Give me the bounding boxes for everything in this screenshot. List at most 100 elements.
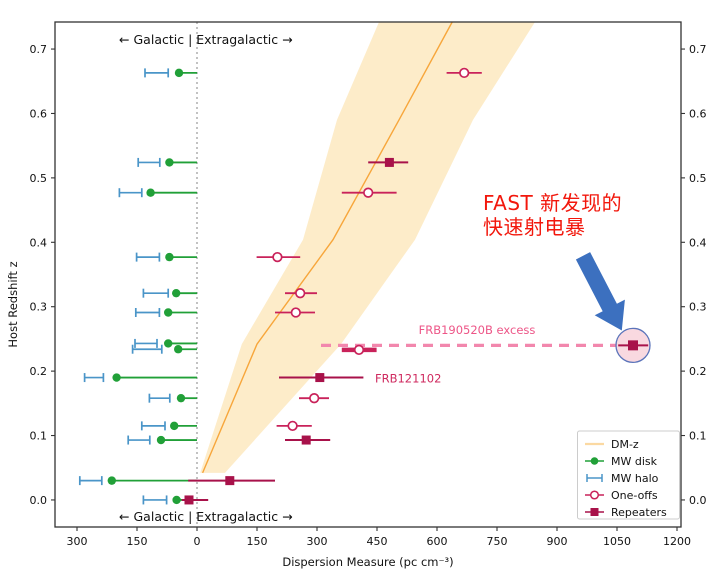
legend-label-repeater: Repeaters [611, 506, 667, 519]
mw-halo-bar [131, 344, 163, 354]
fast-callout-line1: FAST 新发现的 [483, 191, 623, 215]
frb190520b-point [618, 340, 649, 351]
y-tick-label-right: 0.3 [689, 301, 707, 314]
x-tick-label: 450 [367, 535, 388, 548]
mw-disk-point [164, 339, 197, 348]
legend: DM-z MW disk MW halo One-offs Repeaters [577, 430, 680, 520]
region-label: ← Galactic | Extragalactic → [119, 32, 293, 47]
y-tick-label-right: 0.4 [689, 236, 707, 249]
y-tick-label-left: 0.3 [30, 301, 48, 314]
y-tick-label-left: 0.6 [30, 107, 48, 120]
mw-halo-bar [83, 373, 105, 383]
mw-disk-point [172, 288, 197, 298]
region-labels: ← Galactic | Extragalactic → ← Galactic |… [119, 32, 293, 524]
legend-box [577, 430, 680, 520]
one-off-point [275, 307, 315, 318]
x-tick-label: 300 [307, 535, 328, 548]
mw-disk-point [164, 308, 197, 317]
plot-border [54, 21, 682, 528]
dm-z-relation-line [201, 21, 453, 474]
one-off-point [341, 187, 397, 198]
y-tick-label-left: 0.1 [30, 430, 48, 443]
repeater-point [181, 495, 209, 505]
x-tick-label: 600 [427, 535, 448, 548]
y-tick-label-left: 0.0 [30, 494, 48, 507]
mw-halo-bar [134, 338, 158, 348]
mw-halo-bar [137, 157, 161, 167]
mw-disk-point [176, 393, 197, 403]
one-off-point [341, 344, 377, 356]
y-tick-label-left: 0.5 [30, 172, 48, 185]
y-tick-label-right: 0.1 [689, 430, 707, 443]
mw-halo-bar [127, 435, 151, 445]
legend-item-repeater: Repeaters [585, 506, 667, 519]
mw-halo-bar [148, 393, 171, 403]
x-tick-label: 300 [67, 535, 88, 548]
callout-arrow-icon [575, 252, 625, 331]
x-tick-label: 1050 [603, 535, 631, 548]
dm-z-uncertainty-band [200, 22, 535, 473]
legend-label-oneoff: One-offs [611, 489, 658, 502]
legend-label-halo: MW halo [611, 472, 659, 485]
y-tick-label-left: 0.2 [30, 365, 48, 378]
mw-halo-series [78, 68, 171, 505]
x-axis-label: Dispersion Measure (pc cm⁻³) [282, 555, 453, 569]
frb-annotations: FRB190520B excess FRB121102 [321, 323, 617, 386]
mw-halo-bar [118, 188, 143, 198]
axes: 300 150 0 150 300 450 600 750 900 1050 1200 0.0 0.0 0… [6, 21, 707, 569]
region-label: ← Galactic | Extragalactic → [119, 509, 293, 524]
x-tick-label: 150 [127, 535, 148, 548]
y-tick-label-left: 0.7 [30, 43, 48, 56]
y-tick-label-right: 0.0 [689, 494, 707, 507]
one-off-point [446, 67, 482, 79]
repeater-point [368, 157, 409, 167]
y-tick-label-right: 0.2 [689, 365, 707, 378]
x-tick-label: 1200 [663, 535, 691, 548]
one-offs-series [256, 67, 482, 432]
frb121102-label: FRB121102 [375, 372, 441, 386]
dm-z-band [200, 21, 535, 474]
y-tick-label-right: 0.7 [689, 43, 707, 56]
mw-halo-bar [78, 476, 103, 486]
mw-disk-point [174, 345, 197, 354]
x-tick-label: 0 [194, 535, 201, 548]
mw-disk-point [174, 68, 197, 78]
mw-disk-point [170, 421, 197, 431]
fast-callout: FAST 新发现的 快速射电暴 [483, 191, 623, 239]
x-tick-label: 150 [247, 535, 268, 548]
x-tick-label: 750 [487, 535, 508, 548]
repeater-point [279, 373, 364, 383]
one-off-point [299, 393, 329, 404]
one-off-point [285, 288, 317, 299]
mw-disk-point [156, 435, 197, 445]
mw-disk-point [107, 476, 197, 485]
mw-disk-point [165, 158, 197, 167]
repeater-point [285, 435, 331, 445]
frb190520b-excess-label: FRB190520B excess [419, 323, 536, 337]
mw-halo-bar [142, 288, 170, 298]
mw-halo-bar [142, 495, 168, 505]
mw-disk-point [165, 252, 197, 262]
mw-halo-bar [144, 68, 170, 78]
y-axis-label: Host Redshift z [6, 261, 20, 347]
mw-halo-bar [135, 252, 161, 262]
legend-label-disk: MW disk [611, 455, 658, 468]
one-off-point [256, 251, 301, 263]
legend-item-dmz: DM-z [585, 438, 639, 451]
mw-halo-bar [140, 421, 166, 431]
one-off-point [276, 420, 312, 432]
y-tick-label-right: 0.6 [689, 107, 707, 120]
mw-disk-point [112, 373, 197, 382]
repeater-point [188, 476, 275, 486]
legend-item-oneoff: One-offs [585, 489, 658, 502]
mw-disk-series [107, 68, 197, 505]
legend-item-halo: MW halo [586, 472, 659, 485]
mw-disk-point [146, 188, 197, 197]
callout-arrow [575, 252, 625, 331]
legend-item-disk: MW disk [585, 455, 658, 468]
mw-halo-bar [134, 308, 161, 318]
fast-callout-line2: 快速射电暴 [483, 214, 586, 239]
legend-label-dmz: DM-z [611, 438, 639, 451]
